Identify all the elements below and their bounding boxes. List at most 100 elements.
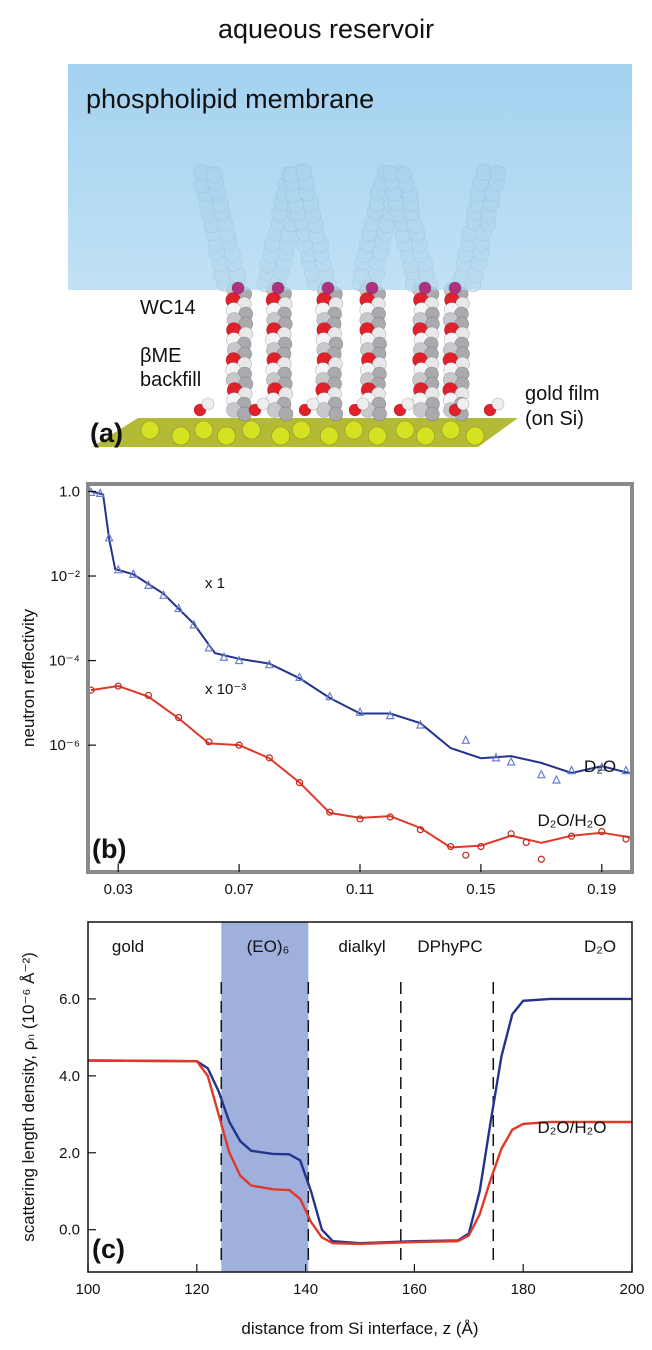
data-point [295, 779, 304, 787]
y-tick-label: 10⁻² [50, 568, 80, 585]
atom [242, 420, 261, 440]
fit-line [90, 684, 633, 849]
atom [231, 281, 245, 295]
atom [217, 426, 236, 446]
x-tick-label: 0.07 [225, 881, 254, 898]
data-point [95, 488, 105, 497]
membrane-label: phospholipid membrane [86, 84, 374, 114]
data-point [295, 672, 305, 682]
data-point [416, 826, 425, 834]
y-tick-label: 10⁻⁴ [49, 653, 80, 670]
region-label: gold [112, 937, 144, 956]
data-point [265, 754, 273, 762]
x-tick-label: 180 [511, 1281, 536, 1298]
panel-a: aqueous reservoir phospholipid membrane … [68, 14, 632, 448]
data-point [462, 851, 470, 859]
y-axis-label: scattering length density, ρₙ (10⁻⁶ Å⁻²) [19, 952, 38, 1242]
series-label: D₂O/H₂O [538, 1118, 607, 1137]
shaded-region [221, 922, 309, 1272]
panel-label: (b) [92, 834, 126, 864]
plot-frame [87, 921, 633, 1273]
data-point [385, 710, 395, 720]
backfill-label: backfill [140, 369, 201, 391]
reservoir-label: aqueous reservoir [218, 14, 434, 44]
atom [401, 397, 415, 411]
region-label: (EO)₆ [247, 937, 290, 956]
atom [278, 406, 294, 422]
membrane-region [68, 64, 632, 290]
series-line [87, 1059, 632, 1246]
atom [441, 420, 461, 440]
x-tick-label: 160 [402, 1281, 427, 1298]
data-point [235, 741, 243, 749]
atom [256, 397, 270, 411]
data-point [598, 828, 606, 836]
data-point [104, 532, 114, 542]
data-point [567, 765, 577, 775]
data-point [386, 813, 394, 821]
data-point [128, 568, 138, 578]
data-point [159, 589, 169, 599]
data-point [622, 835, 630, 843]
x-tick-label: 140 [293, 1281, 318, 1298]
data-point [477, 842, 485, 851]
bme-label: βME [140, 345, 182, 367]
fit-line [90, 490, 633, 775]
y-tick-label: 2.0 [59, 1145, 80, 1162]
x-tick-label: 0.15 [466, 881, 495, 898]
annotation: x 1 [205, 575, 225, 592]
atom [271, 426, 290, 446]
x-tick-label: 200 [619, 1281, 644, 1298]
data-point [356, 815, 364, 823]
atom [456, 397, 470, 411]
data-point [551, 774, 561, 784]
data-point [447, 842, 455, 851]
atom [201, 397, 215, 411]
atom [306, 397, 320, 411]
anchors [231, 281, 462, 295]
data-point [355, 706, 365, 716]
data-point [491, 752, 501, 762]
region-label: DPhyPC [417, 937, 482, 956]
atom [425, 406, 440, 422]
data-point [621, 765, 631, 775]
atom [140, 420, 160, 440]
atom [194, 420, 214, 440]
y-tick-label: 1.0 [59, 483, 80, 500]
data-point [507, 830, 515, 838]
data-point [536, 769, 546, 779]
panel-label: (c) [92, 1234, 125, 1264]
atom [271, 281, 285, 295]
data-point [597, 761, 607, 771]
x-tick-label: 100 [75, 1281, 100, 1298]
x-tick-label: 0.03 [104, 881, 133, 898]
atom [465, 426, 485, 446]
y-tick-label: 10⁻⁶ [49, 737, 80, 754]
data-point [174, 603, 184, 613]
series-label: D₂O/H₂O [538, 811, 607, 830]
data-point [461, 734, 471, 744]
region-label: dialkyl [338, 937, 385, 956]
atom [328, 406, 344, 422]
data-point [415, 719, 425, 729]
atom [365, 281, 379, 295]
x-tick-label: 120 [184, 1281, 209, 1298]
x-tick-label: 0.19 [587, 881, 616, 898]
y-tick-label: 0.0 [59, 1222, 80, 1239]
y-tick-label: 6.0 [59, 991, 80, 1008]
series-line [87, 997, 632, 1245]
data-point [175, 713, 183, 722]
atom [320, 426, 339, 446]
data-point [113, 564, 123, 574]
atom [395, 420, 415, 440]
atom [368, 426, 387, 446]
data-point [219, 651, 229, 661]
data-point [537, 855, 545, 863]
atom [292, 420, 311, 440]
wc14-label: WC14 [140, 297, 196, 319]
data-point [506, 756, 516, 766]
atom [321, 281, 335, 295]
data-point [204, 642, 214, 652]
gold-label: gold film [525, 383, 599, 405]
